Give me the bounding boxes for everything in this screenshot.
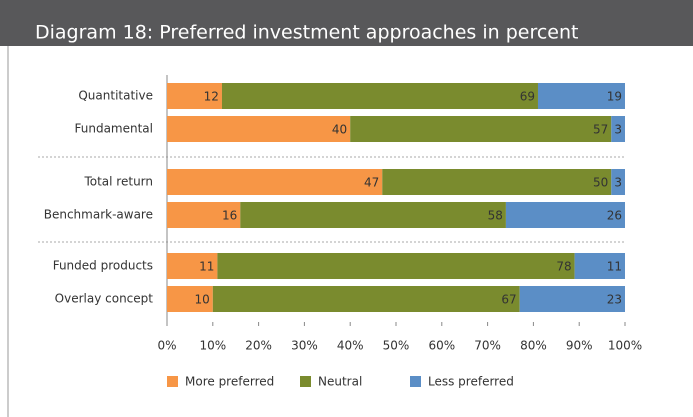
y-tick-label: Funded products [53,259,153,273]
bar-segment [167,83,222,109]
bar-segment [167,253,218,279]
data-label: 58 [488,209,503,223]
x-tick-label: 90% [566,339,593,353]
bar-segment [167,286,213,312]
x-tick-label: 60% [428,339,455,353]
x-tick-label: 100% [608,339,642,353]
data-label: 26 [607,209,622,223]
data-label: 11 [199,260,214,274]
chart-title: Diagram 18: Preferred investment approac… [35,22,579,44]
x-tick-label: 40% [337,339,364,353]
bar-segment [240,202,506,228]
header [0,0,693,46]
bar-segment [350,116,612,142]
x-tick-label: 50% [383,339,410,353]
bar-segment [217,253,575,279]
x-tick-label: 80% [520,339,547,353]
legend-swatch [167,376,178,387]
data-label: 57 [593,123,608,137]
legend-swatch [410,376,421,387]
y-tick-label: Total return [83,175,153,189]
data-label: 16 [222,209,237,223]
data-label: 47 [364,176,379,190]
y-tick-label: Overlay concept [55,292,154,306]
x-tick-label: 10% [199,339,226,353]
bar-segment [167,169,383,195]
x-tick-label: 20% [245,339,272,353]
data-label: 23 [607,293,622,307]
bar-segment [574,253,625,279]
bar-segment [167,116,351,142]
bar-segment [212,286,520,312]
bar-segment [221,83,538,109]
legend-swatch [300,376,311,387]
legend-label: More preferred [185,375,274,389]
y-tick-label: Benchmark-aware [44,208,153,222]
data-label: 50 [593,176,608,190]
data-label: 12 [204,90,219,104]
legend-label: Less preferred [428,375,514,389]
y-tick-label: Quantitative [78,89,153,103]
bar-segment [167,202,241,228]
bar-segment [537,83,625,109]
y-tick-label: Fundamental [75,122,154,136]
data-label: 3 [614,123,622,137]
bar-segment [382,169,612,195]
legend-label: Neutral [318,375,362,389]
data-label: 3 [614,176,622,190]
data-label: 40 [332,123,347,137]
data-label: 19 [607,90,622,104]
data-label: 10 [195,293,210,307]
x-tick-label: 30% [291,339,318,353]
data-label: 69 [520,90,535,104]
data-label: 78 [556,260,571,274]
bar-segment [611,116,625,142]
data-label: 11 [607,260,622,274]
x-tick-label: 70% [474,339,501,353]
bar-segment [505,202,625,228]
x-tick-label: 0% [157,339,176,353]
bar-segment [611,169,625,195]
data-label: 67 [501,293,516,307]
bar-segment [519,286,625,312]
